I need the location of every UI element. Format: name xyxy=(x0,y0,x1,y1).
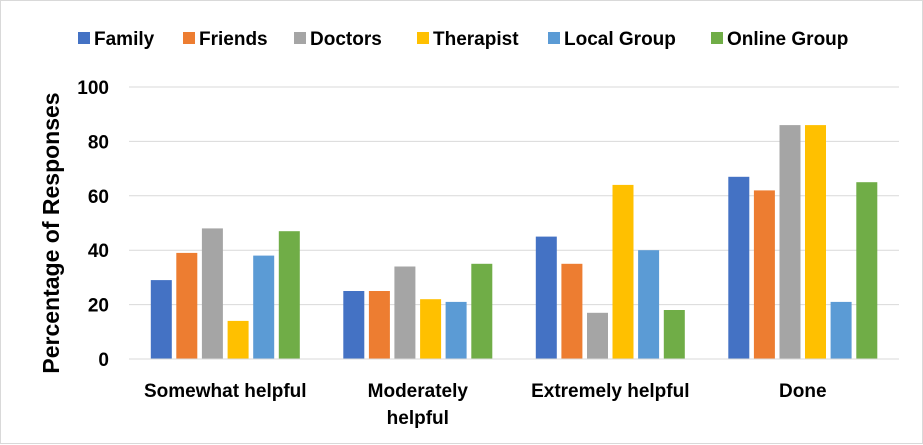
legend-swatch xyxy=(711,32,723,44)
bar-online-group xyxy=(663,310,685,359)
x-category-label: Somewhat helpful xyxy=(144,381,307,402)
bar-therapist xyxy=(420,299,442,359)
x-category-label: Extremely helpful xyxy=(531,381,689,402)
bar-online-group xyxy=(278,231,300,359)
legend-label: Therapist xyxy=(433,29,519,50)
legend-label: Online Group xyxy=(727,29,848,50)
bar-online-group xyxy=(856,182,878,359)
bar-friends xyxy=(561,263,583,359)
bar-doctors xyxy=(779,125,801,359)
bar-local-group xyxy=(638,250,660,359)
bars xyxy=(150,125,878,359)
legend-label: Doctors xyxy=(310,29,382,50)
legend-label: Local Group xyxy=(564,29,676,50)
y-tick-label: 100 xyxy=(77,78,109,99)
bar-family xyxy=(343,291,365,359)
bar-online-group xyxy=(471,263,493,359)
legend-label: Friends xyxy=(199,29,268,50)
y-axis-title: Percentage of Responses xyxy=(38,92,64,373)
bar-friends xyxy=(368,291,390,359)
legend-swatch xyxy=(294,32,306,44)
legend-swatch xyxy=(548,32,560,44)
bar-friends xyxy=(753,190,775,359)
bar-family xyxy=(535,236,557,359)
y-tick-label: 0 xyxy=(98,350,109,371)
bar-friends xyxy=(176,252,198,359)
x-category-label: helpful xyxy=(387,408,449,429)
bar-family xyxy=(728,176,750,359)
axes: 0 20 40 60 80 100 Somewhat helpful Moderately he… xyxy=(77,78,899,429)
y-tick-label: 60 xyxy=(88,187,109,208)
bar-local-group xyxy=(830,301,852,359)
y-tick-label: 40 xyxy=(88,241,109,262)
y-tick-label: 80 xyxy=(88,132,109,153)
bar-family xyxy=(150,280,172,359)
legend: Family Friends Doctors Therapist Local Group… xyxy=(78,29,848,50)
bar-therapist xyxy=(805,125,826,359)
bar-doctors xyxy=(394,266,416,359)
x-category-label: Done xyxy=(779,381,827,402)
bar-local-group xyxy=(445,301,467,359)
bar-doctors xyxy=(587,312,608,359)
legend-swatch xyxy=(417,32,429,44)
legend-swatch xyxy=(183,32,195,44)
x-category-label: Moderately xyxy=(368,381,469,402)
bar-local-group xyxy=(253,255,275,359)
bar-doctors xyxy=(201,228,223,359)
legend-swatch xyxy=(78,32,90,44)
bar-therapist xyxy=(227,320,249,359)
legend-label: Family xyxy=(94,29,155,50)
y-tick-label: 20 xyxy=(88,296,109,317)
bar-therapist xyxy=(612,184,634,359)
